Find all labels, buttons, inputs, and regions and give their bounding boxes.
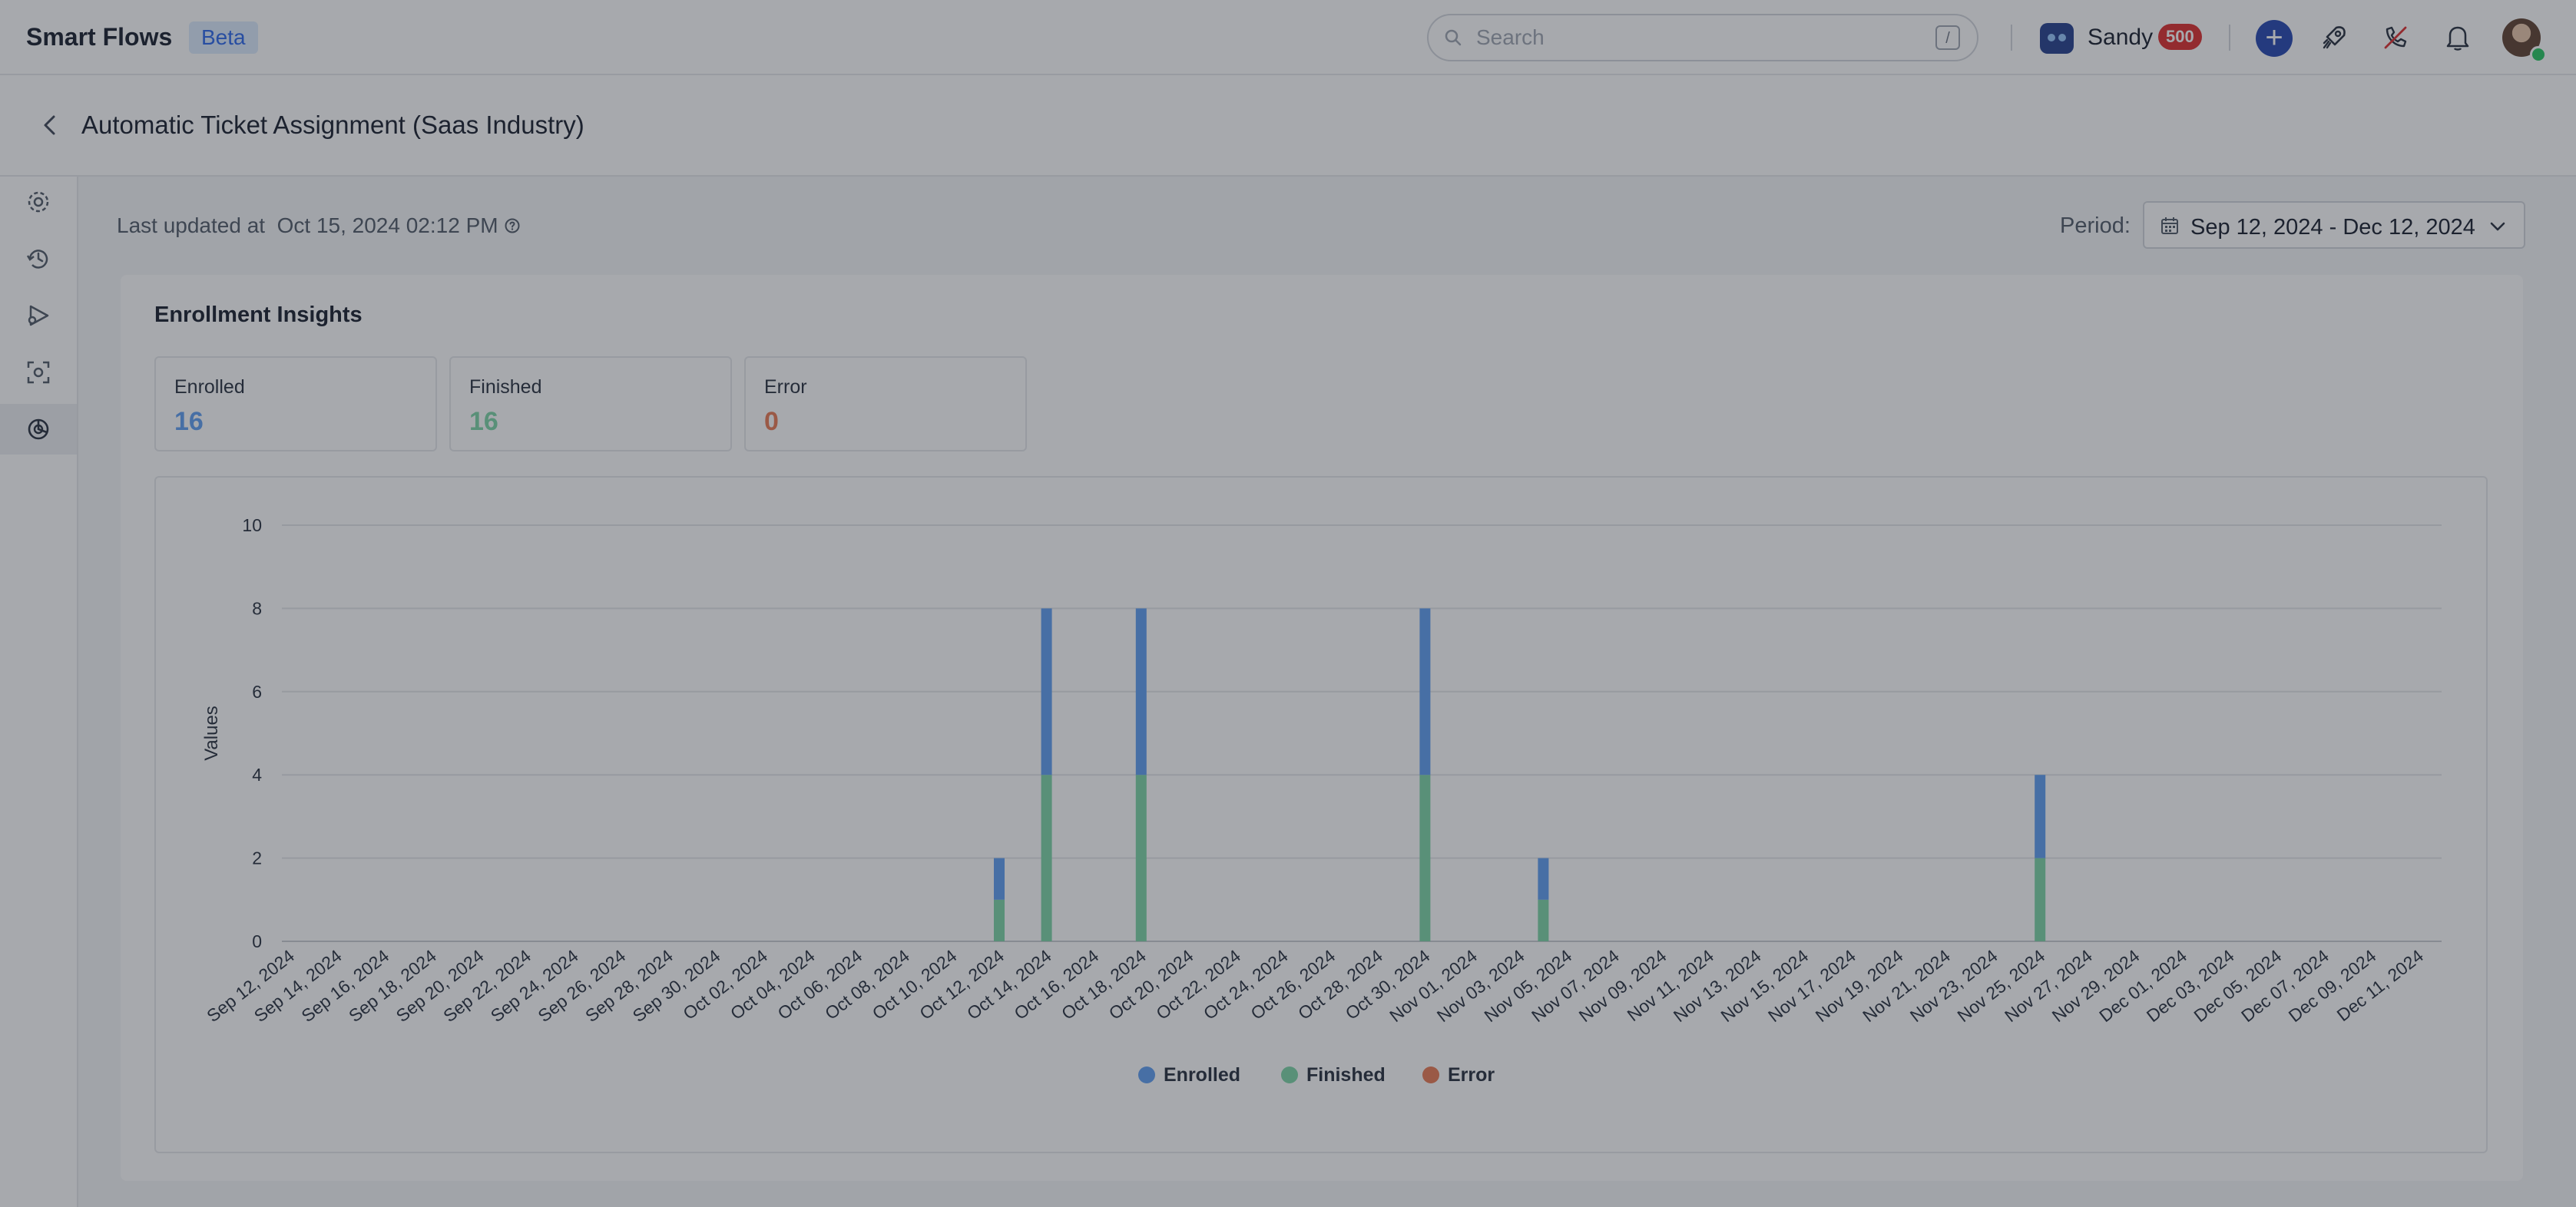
bar-finished xyxy=(1419,775,1431,941)
bar-finished xyxy=(1041,775,1052,941)
legend-label: Finished xyxy=(1306,1064,1386,1086)
divider xyxy=(2229,25,2230,51)
user-name[interactable]: Sandy xyxy=(2088,25,2154,50)
page-header: Automatic Ticket Assignment (Saas Indust… xyxy=(0,75,2576,177)
bar-enrolled xyxy=(1041,608,1052,775)
calendar-icon xyxy=(2161,217,2178,234)
ai-agent-icon[interactable] xyxy=(2040,23,2074,54)
bot-eye xyxy=(2048,34,2055,41)
chart-container: 0 2 4 6 8 10 Values Sep 12, 2024 Sep 14, 2024 Sep… xyxy=(154,476,2488,1153)
bell-icon[interactable] xyxy=(2444,23,2472,52)
rail-item-insights[interactable] xyxy=(0,404,77,455)
stat-label: Error xyxy=(764,376,807,398)
y-tick-label: 8 xyxy=(252,598,262,618)
bar-enrolled xyxy=(1538,858,1549,900)
stat-error: Error 0 xyxy=(744,356,1027,451)
page-title: Automatic Ticket Assignment (Saas Indust… xyxy=(81,111,584,139)
online-status-dot xyxy=(2530,46,2547,63)
bot-eye xyxy=(2058,34,2066,41)
enrollment-insights-card: Enrollment Insights Enrolled 16 Finished… xyxy=(121,275,2523,1181)
y-tick-label: 10 xyxy=(242,515,262,535)
bar-finished xyxy=(1538,899,1549,941)
history-icon xyxy=(26,250,48,269)
help-icon[interactable] xyxy=(504,217,521,234)
divider xyxy=(2011,25,2012,51)
stat-label: Finished xyxy=(469,376,542,398)
period-select[interactable]: Sep 12, 2024 - Dec 12, 2024 xyxy=(2143,201,2525,249)
card-title: Enrollment Insights xyxy=(154,303,363,327)
y-tick-label: 2 xyxy=(252,848,262,868)
settings-icon xyxy=(28,191,49,213)
legend-swatch xyxy=(1422,1066,1439,1083)
legend-swatch xyxy=(1281,1066,1298,1083)
top-bar: Smart Flows Beta / Sandy 500 + xyxy=(0,0,2576,75)
y-tick-label: 0 xyxy=(252,931,262,951)
bar-enrolled xyxy=(994,858,1005,900)
add-button[interactable]: + xyxy=(2256,20,2293,57)
stat-value: 16 xyxy=(174,407,204,436)
legend-swatch xyxy=(1138,1066,1155,1083)
search-box[interactable]: / xyxy=(1427,14,1978,61)
last-updated-value: Oct 15, 2024 02:12 PM xyxy=(276,213,498,237)
bar-enrolled xyxy=(2035,775,2046,858)
rail-item-settings[interactable] xyxy=(0,177,77,227)
last-updated: Last updated at Oct 15, 2024 02:12 PM xyxy=(117,213,521,238)
period-label: Period: xyxy=(2060,213,2131,238)
search-input[interactable] xyxy=(1475,25,1908,51)
bar-enrolled xyxy=(1135,608,1147,775)
rail-item-scan[interactable] xyxy=(0,347,77,398)
app-name: Smart Flows xyxy=(26,23,173,51)
stat-value: 16 xyxy=(469,407,498,436)
insights-icon xyxy=(28,418,49,440)
stat-label: Enrolled xyxy=(174,376,245,398)
bar-finished xyxy=(994,899,1005,941)
y-tick-label: 4 xyxy=(252,765,262,785)
last-updated-label: Last updated at xyxy=(117,213,266,237)
bar-enrolled xyxy=(1419,608,1431,775)
stat-finished: Finished 16 xyxy=(449,356,732,451)
legend-label: Error xyxy=(1448,1064,1495,1086)
stat-value: 0 xyxy=(764,407,779,436)
credits-badge: 500 xyxy=(2158,24,2202,50)
rocket-icon[interactable] xyxy=(2319,23,2349,52)
y-tick-label: 6 xyxy=(252,682,262,702)
rail-item-history[interactable] xyxy=(0,233,77,284)
scan-icon xyxy=(27,361,50,384)
left-rail xyxy=(0,177,78,1207)
rail-item-flow[interactable] xyxy=(0,290,77,341)
bar-finished xyxy=(2035,858,2046,941)
y-axis-label: Values xyxy=(201,706,222,761)
search-icon xyxy=(1445,29,1462,46)
stat-enrolled: Enrolled 16 xyxy=(154,356,437,451)
flow-icon xyxy=(28,305,49,326)
back-arrow-icon[interactable] xyxy=(38,112,61,138)
plus-icon: + xyxy=(2265,21,2283,55)
beta-badge: Beta xyxy=(189,21,258,54)
phone-off-icon[interactable] xyxy=(2381,23,2410,52)
search-shortcut-key: / xyxy=(1935,25,1960,50)
legend-label: Enrolled xyxy=(1164,1064,1240,1086)
period-value: Sep 12, 2024 - Dec 12, 2024 xyxy=(2190,215,2475,240)
bar-finished xyxy=(1135,775,1147,941)
chevron-down-icon xyxy=(2490,222,2505,231)
